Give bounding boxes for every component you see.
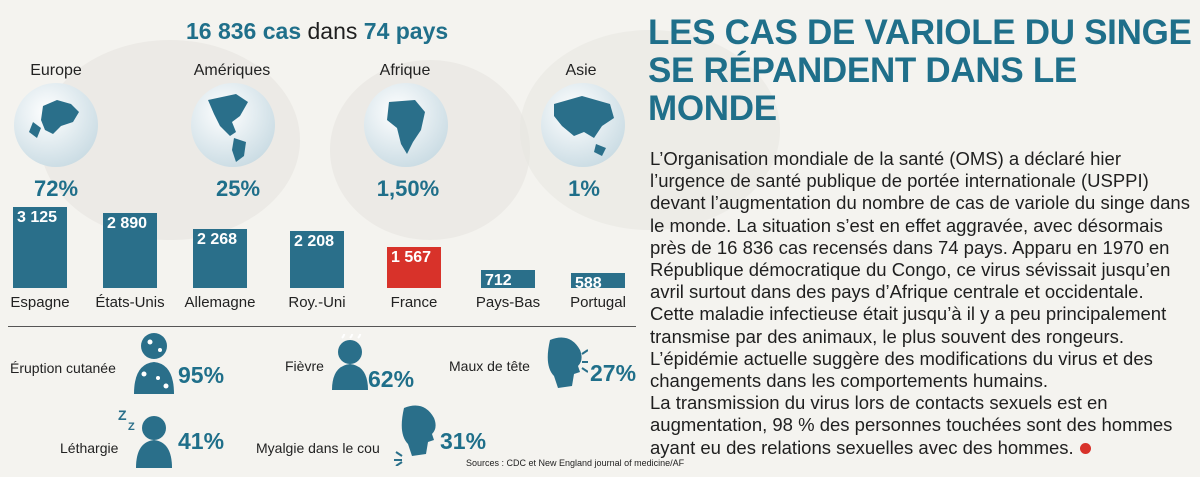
region-pct-asia: 1% [568, 176, 600, 201]
bar-france [387, 247, 441, 288]
symptom-label-headache: Maux de tête [449, 358, 530, 374]
bar-value-label: 1 567 [391, 249, 432, 266]
region-label-asia: Asie [565, 62, 597, 79]
region-label-europe: Europe [30, 62, 82, 79]
bar-value-label: 3 125 [17, 209, 58, 226]
end-mark-icon [1079, 443, 1091, 455]
headline-count: 16 836 cas [186, 18, 302, 44]
bar-value-label: 588 [575, 275, 602, 292]
symptom-label-rash: Éruption cutanée [10, 360, 116, 376]
bar-roy-uni [290, 231, 344, 288]
region-label-americas: Amériques [193, 62, 271, 79]
region-pct-africa: 1,50% [376, 176, 440, 201]
article-title: LES CAS DE VARIOLE DU SINGE SE RÉPANDENT… [648, 13, 1192, 128]
bar-value-label: 2 208 [294, 233, 335, 250]
bar-value-label: 2 890 [107, 215, 148, 232]
country-label: Espagne [10, 294, 70, 311]
rash-person-icon [134, 333, 174, 394]
bar-états-unis [103, 213, 157, 288]
article-body-text: L’Organisation mondiale de la santé (OMS… [650, 148, 1190, 458]
headline-middle: dans [307, 18, 358, 44]
bar-allemagne [193, 229, 247, 288]
country-label: Allemagne [184, 294, 256, 311]
bar-value-label: 2 268 [197, 231, 238, 248]
symptom-label-lethargy: Léthargie [60, 440, 119, 456]
headline-total: 16 836 cas dans 74 pays [186, 18, 448, 45]
symptom-pct-fever: 62% [368, 366, 415, 392]
country-label: États-Unis [95, 294, 165, 311]
svg-text:Z: Z [118, 407, 127, 423]
country-label: France [390, 294, 438, 311]
symptom-pct-lethargy: 41% [178, 428, 225, 454]
symptom-label-fever: Fièvre [285, 358, 324, 374]
svg-text:Z: Z [128, 421, 135, 433]
symptom-pct-headache: 27% [590, 360, 637, 386]
bar-espagne [13, 207, 67, 288]
headline-countries: 74 pays [363, 18, 449, 44]
fever-person-icon [332, 334, 368, 390]
bar-portugal [571, 273, 625, 288]
bar-pays-bas [481, 270, 535, 288]
country-label: Portugal [570, 294, 626, 311]
globe-asia-icon [541, 83, 625, 167]
article-body: L’Organisation mondiale de la santé (OMS… [650, 148, 1192, 459]
symptom-label-neck-pain: Myalgie dans le cou [256, 440, 380, 456]
country-label: Pays-Bas [475, 294, 541, 311]
globe-americas-icon [191, 83, 275, 167]
symptom-pct-rash: 95% [178, 362, 225, 388]
globe-africa-icon [364, 83, 448, 167]
neck-pain-head-icon [394, 405, 436, 466]
symptom-pct-neck-pain: 31% [440, 428, 487, 454]
globe-europe-icon [14, 83, 98, 167]
lethargy-person-icon: Z Z [118, 407, 172, 468]
region-pct-americas: 25% [215, 176, 261, 201]
headache-head-icon [547, 337, 588, 388]
region-pct-europe: 72% [33, 176, 79, 201]
country-label: Roy.-Uni [288, 294, 346, 311]
sources-credit: Sources : CDC et New England journal of … [466, 458, 685, 468]
bar-value-label: 712 [485, 272, 512, 289]
region-label-africa: Afrique [379, 62, 431, 79]
section-divider [8, 326, 636, 327]
